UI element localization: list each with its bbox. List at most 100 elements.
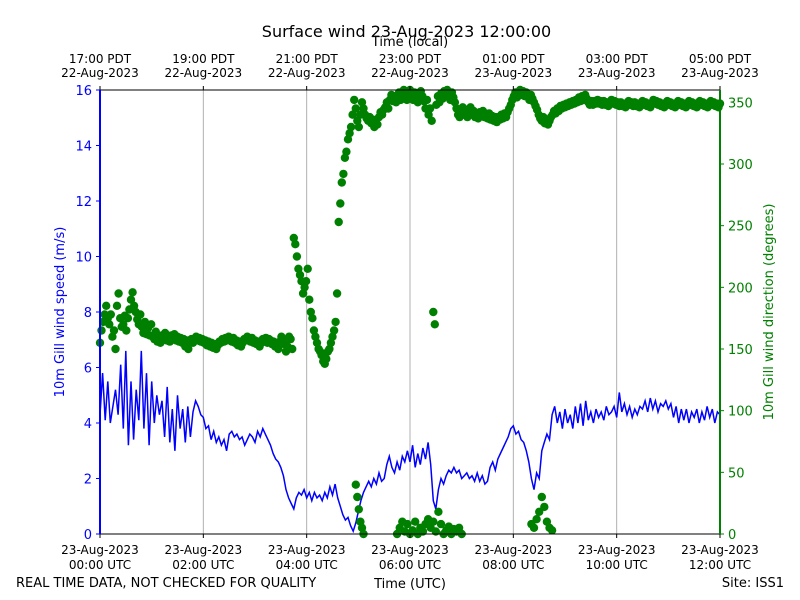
top-tick-date: 22-Aug-2023 — [371, 66, 449, 80]
wind-direction-point — [184, 344, 193, 354]
top-tick-date: 23-Aug-2023 — [475, 66, 553, 80]
bottom-tick-date: 23-Aug-2023 — [475, 543, 553, 557]
top-tick-time: 19:00 PDT — [172, 52, 235, 66]
left-tick-label: 8 — [84, 306, 92, 321]
top-tick-time: 23:00 PDT — [379, 52, 442, 66]
site-label: Site: ISS1 — [721, 576, 784, 591]
bottom-tick-date: 23-Aug-2023 — [371, 543, 449, 557]
wind-direction-point — [422, 95, 432, 105]
wind-direction-point — [540, 502, 549, 512]
top-tick-date: 22-Aug-2023 — [268, 66, 346, 80]
chart-title: Surface wind 23-Aug-2023 12:00:00 — [261, 22, 552, 41]
bottom-tick-time: 00:00 UTC — [69, 558, 131, 572]
wind-direction-point — [322, 354, 331, 364]
wind-direction-point — [331, 317, 340, 327]
ticks: 0 2 4 6 8 10 12 14 16 0 50 100 150 200 250 300 350 23-Aug… — [61, 52, 759, 572]
wind-direction-point — [547, 526, 557, 535]
wind-direction-point — [429, 307, 438, 317]
wind-direction-point — [339, 169, 348, 179]
right-tick-label: 350 — [728, 96, 753, 111]
wind-direction-point — [425, 104, 435, 113]
y-axis-label-left: 10m Gill wind speed (m/s) — [53, 227, 68, 398]
top-tick-date: 22-Aug-2023 — [61, 66, 139, 80]
left-tick-label: 4 — [84, 417, 92, 432]
top-tick-date: 23-Aug-2023 — [681, 66, 759, 80]
wind-direction-point — [403, 519, 412, 529]
left-tick-label: 12 — [75, 195, 92, 210]
wind-direction-point — [147, 320, 156, 329]
top-tick-time: 03:00 PDT — [586, 52, 649, 66]
wind-direction-point — [123, 314, 133, 323]
wind-direction-point — [346, 122, 356, 132]
wind-direction-point — [106, 310, 116, 319]
right-tick-label: 200 — [728, 281, 753, 296]
bottom-tick-time: 04:00 UTC — [276, 558, 338, 572]
right-tick-label: 300 — [728, 158, 753, 173]
wind-direction-point — [532, 515, 541, 524]
wind-direction-point — [136, 310, 145, 319]
left-tick-label: 2 — [84, 473, 92, 488]
wind-direction-point — [274, 344, 283, 354]
wind-direction-point — [111, 344, 120, 354]
wind-direction-point — [529, 523, 539, 532]
y-axis-label-right: 10m Gill wind direction (degrees) — [762, 204, 777, 421]
wind-direction-point — [334, 217, 343, 227]
wind-direction-point — [429, 517, 438, 526]
wind-direction-point — [97, 326, 106, 335]
left-tick-label: 0 — [84, 528, 92, 543]
wind-speed-line — [99, 350, 721, 534]
wind-direction-point — [303, 264, 312, 273]
wind-direction-point — [336, 199, 345, 208]
wind-direction-point — [351, 480, 360, 489]
bottom-tick-time: 02:00 UTC — [172, 558, 234, 572]
bottom-tick-date: 23-Aug-2023 — [681, 543, 759, 557]
wind-direction-point — [109, 326, 119, 335]
wind-direction-point — [537, 492, 546, 502]
top-tick-time: 17:00 PDT — [69, 52, 132, 66]
wind-direction-point — [384, 104, 393, 113]
wind-direction-point — [128, 288, 137, 297]
grid-lines — [99, 90, 721, 534]
wind-direction-point — [434, 507, 443, 516]
right-tick-label: 50 — [728, 466, 745, 481]
wind-direction-point — [308, 314, 317, 323]
right-tick-label: 100 — [728, 405, 753, 420]
right-tick-label: 0 — [728, 528, 736, 543]
right-tick-label: 150 — [728, 343, 753, 358]
left-tick-label: 16 — [75, 84, 92, 99]
top-tick-time: 05:00 PDT — [689, 52, 752, 66]
wind-direction-point — [436, 519, 446, 529]
wind-direction-point — [354, 505, 363, 514]
top-tick-date: 23-Aug-2023 — [578, 66, 656, 80]
bottom-tick-time: 10:00 UTC — [586, 558, 648, 572]
series — [95, 85, 725, 539]
bottom-tick-date: 23-Aug-2023 — [165, 543, 243, 557]
right-tick-label: 250 — [728, 220, 753, 235]
top-tick-time: 01:00 PDT — [482, 52, 545, 66]
wind-direction-point — [342, 147, 351, 156]
wind-direction-point — [373, 120, 382, 129]
left-tick-label: 10 — [75, 251, 92, 266]
bottom-tick-date: 23-Aug-2023 — [578, 543, 656, 557]
wind-direction-point — [122, 326, 131, 335]
wind-direction-point — [305, 295, 314, 304]
bottom-tick-time: 06:00 UTC — [379, 558, 441, 572]
wind-direction-point — [354, 122, 363, 132]
wind-direction-point — [332, 289, 342, 298]
wind-direction-point — [114, 289, 123, 298]
bottom-tick-date: 23-Aug-2023 — [61, 543, 139, 557]
wind-direction-point — [351, 104, 360, 113]
wind-direction-point — [353, 492, 362, 502]
wind-direction-point — [288, 344, 297, 354]
wind-direction-point — [427, 116, 436, 126]
wind-direction-point — [286, 334, 295, 344]
bottom-tick-date: 23-Aug-2023 — [268, 543, 346, 557]
bottom-tick-time: 08:00 UTC — [482, 558, 544, 572]
bottom-tick-time: 12:00 UTC — [689, 558, 751, 572]
wind-direction-point — [301, 277, 311, 286]
top-tick-date: 22-Aug-2023 — [165, 66, 243, 80]
wind-direction-point — [292, 252, 302, 261]
wind-direction-point — [329, 326, 339, 335]
top-tick-time: 21:00 PDT — [276, 52, 339, 66]
